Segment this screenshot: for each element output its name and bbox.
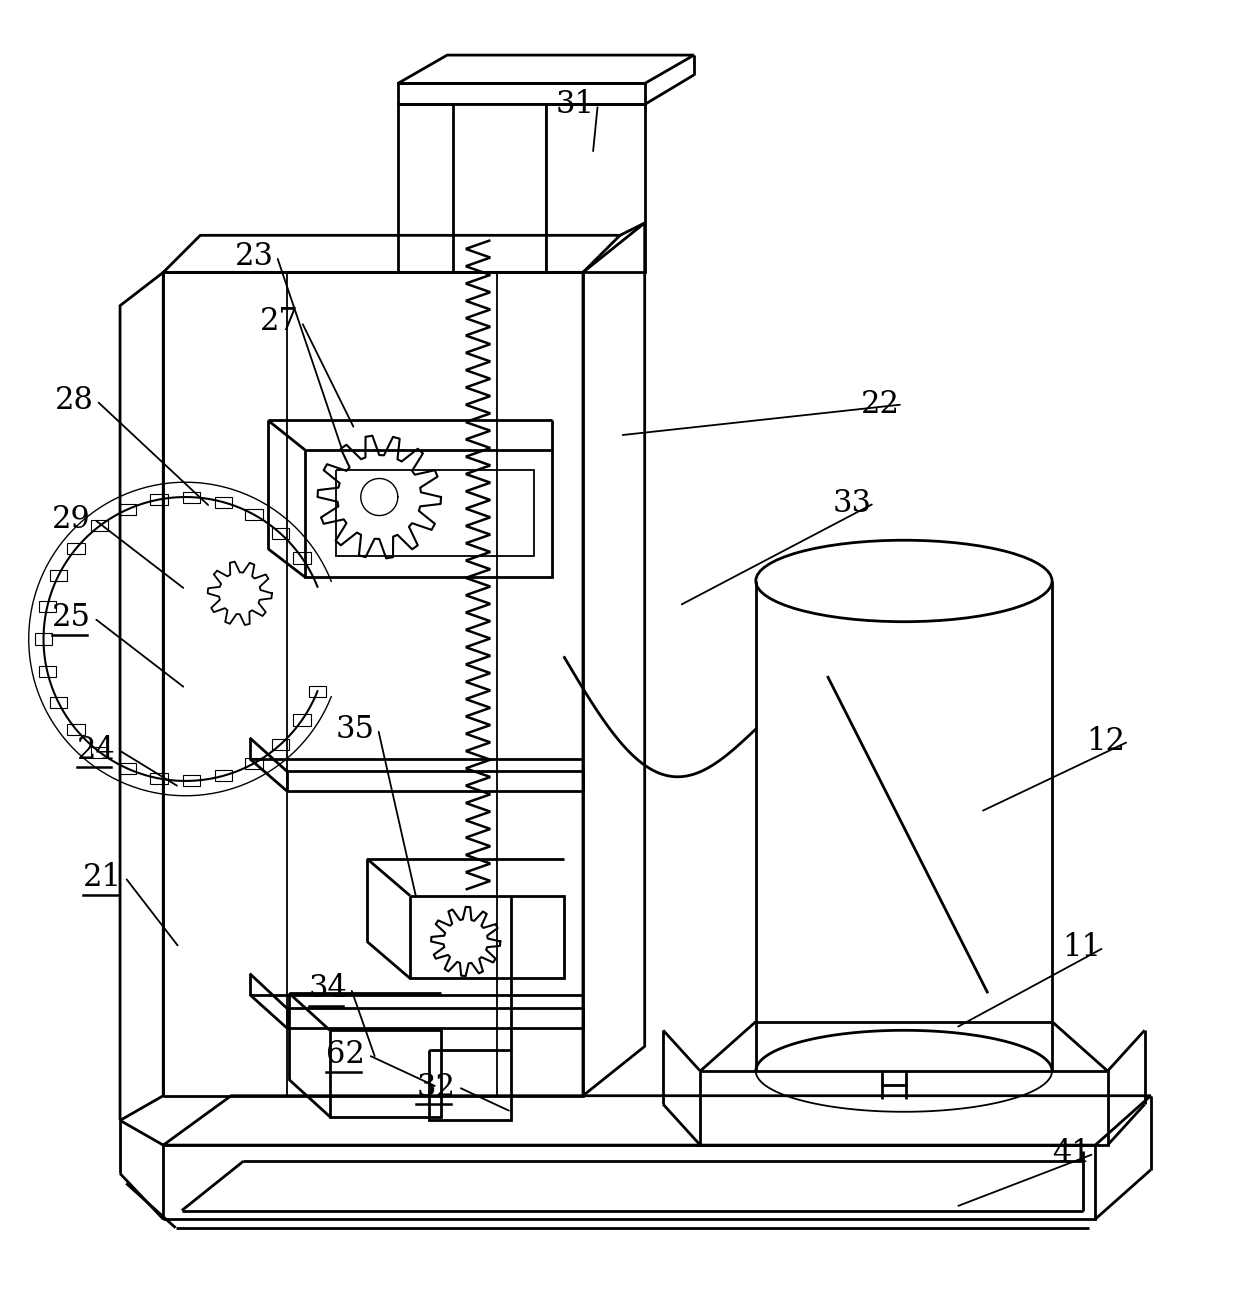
Bar [150, 773, 167, 784]
Text: 41: 41 [1052, 1139, 1091, 1169]
Text: 32: 32 [417, 1072, 455, 1102]
Ellipse shape [756, 540, 1052, 622]
Text: 33: 33 [832, 488, 872, 518]
Bar [294, 714, 311, 726]
Text: 27: 27 [259, 306, 299, 337]
Bar [182, 776, 200, 786]
Bar [182, 492, 200, 502]
Bar [150, 494, 167, 505]
Text: 29: 29 [52, 504, 91, 535]
Text: 21: 21 [83, 861, 122, 893]
Bar [215, 771, 232, 781]
Bar [119, 504, 136, 515]
Bar [91, 521, 108, 531]
Text: 62: 62 [326, 1039, 365, 1070]
Bar [119, 763, 136, 775]
Bar [246, 757, 263, 769]
Bar [272, 739, 289, 750]
Text: 23: 23 [234, 241, 274, 272]
Bar [215, 497, 232, 508]
Text: 34: 34 [309, 973, 347, 1003]
Bar [38, 601, 56, 611]
Text: 25: 25 [52, 602, 92, 634]
Bar [272, 527, 289, 539]
Text: 35: 35 [336, 714, 374, 744]
Text: 12: 12 [1086, 726, 1126, 757]
Bar [309, 685, 326, 697]
Bar [50, 571, 67, 581]
Bar [294, 552, 311, 564]
Bar [50, 697, 67, 707]
Text: 28: 28 [55, 385, 93, 417]
Bar [246, 509, 263, 521]
Bar [38, 665, 56, 677]
Bar [67, 725, 84, 735]
Text: 11: 11 [1061, 932, 1101, 963]
Bar [35, 634, 52, 644]
Text: 31: 31 [556, 89, 595, 120]
Text: 22: 22 [861, 389, 900, 419]
Text: 24: 24 [77, 735, 115, 765]
Bar [91, 747, 108, 757]
Bar [67, 543, 84, 554]
